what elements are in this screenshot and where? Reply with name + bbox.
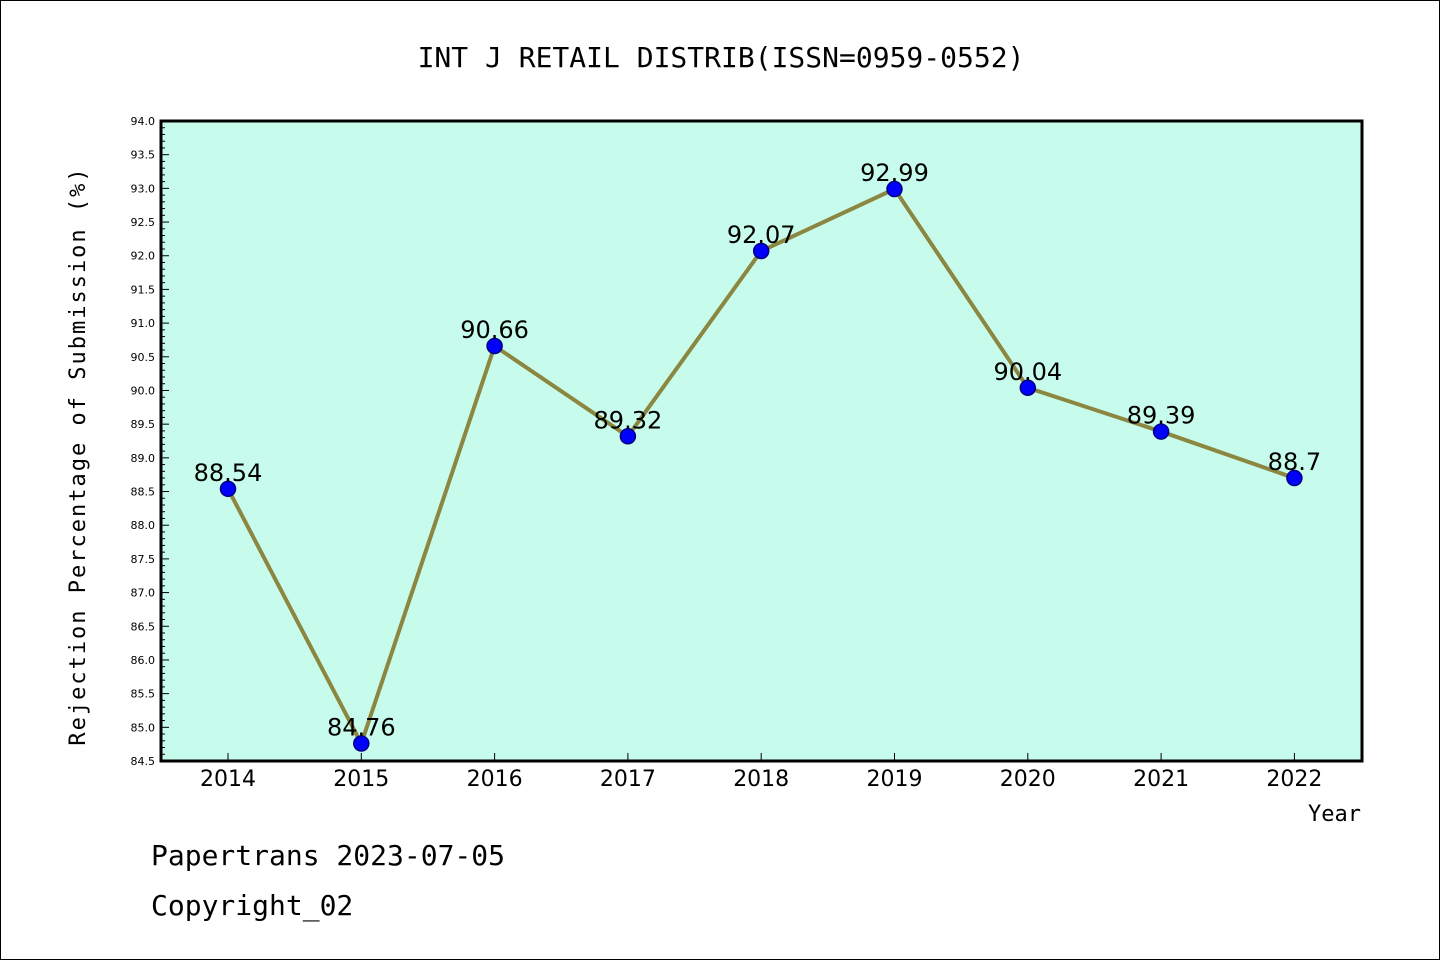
data-point	[353, 735, 370, 752]
x-tick-label: 2015	[333, 767, 389, 792]
x-tick-label: 2016	[467, 767, 523, 792]
y-tick-label: 86.0	[131, 654, 156, 667]
data-label: 89.39	[1127, 402, 1196, 430]
y-tick-label: 87.0	[131, 587, 156, 600]
x-tick-label: 2022	[1266, 767, 1322, 792]
plot-area	[159, 119, 1364, 763]
y-axis-label: Rejection Percentage of Submission (%)	[66, 166, 91, 745]
y-tick-label: 86.5	[131, 620, 156, 633]
data-point	[619, 428, 637, 445]
x-axis: 2014 2015 2016 2017 2018 2019 2020 2021 2022	[200, 753, 1322, 792]
x-tick-label: 2019	[867, 767, 923, 792]
data-label: 88.54	[194, 459, 263, 487]
y-tick-label: 91.5	[131, 283, 156, 296]
data-label: 92.07	[727, 221, 796, 249]
y-tick-label: 87.5	[131, 553, 156, 566]
data-label: 92.99	[860, 159, 929, 187]
y-tick-label: 88.5	[131, 486, 156, 499]
data-label: 88.7	[1268, 448, 1321, 476]
data-label: 90.66	[460, 316, 529, 344]
y-tick-label: 85.5	[131, 688, 156, 701]
footer-papertrans: Papertrans 2023-07-05	[151, 839, 505, 872]
y-tick-label: 90.0	[131, 384, 156, 397]
y-tick-label: 93.5	[131, 149, 156, 162]
data-point	[886, 180, 903, 198]
x-tick-label: 2017	[600, 767, 656, 792]
x-tick-label: 2021	[1133, 767, 1189, 792]
y-tick-label: 88.0	[131, 519, 156, 532]
y-tick-label: 93.0	[131, 182, 156, 195]
y-tick-label: 89.5	[131, 418, 156, 431]
data-label: 89.32	[594, 406, 663, 434]
y-tick-label: 84.5	[131, 755, 156, 768]
data-point	[1152, 423, 1170, 440]
y-tick-label: 92.5	[131, 216, 156, 229]
data-point	[219, 480, 237, 498]
data-label: 84.76	[327, 713, 396, 741]
y-tick-label: 85.0	[131, 721, 156, 734]
y-tick-label: 94.0	[131, 115, 156, 128]
x-tick-label: 2020	[1000, 767, 1056, 792]
footer-copyright: Copyright_02	[151, 889, 353, 923]
data-point	[486, 337, 503, 355]
x-axis-label: Year	[1308, 802, 1361, 827]
data-labels: 88.54 84.76 90.66 89.32 92.07 92.99 90.04 89.39…	[194, 159, 1321, 741]
chart-title: INT J RETAIL DISTRIB(ISSN=0959-0552)	[418, 41, 1025, 74]
x-tick-label: 2014	[200, 767, 256, 792]
data-point	[1286, 469, 1303, 487]
x-tick-label: 2018	[733, 767, 789, 792]
y-tick-label: 89.0	[131, 452, 156, 465]
y-tick-label: 91.0	[131, 317, 156, 330]
data-point	[1019, 379, 1037, 397]
y-tick-label: 90.5	[131, 351, 156, 364]
y-axis: 84.5 85.0 85.5 86.0 86.5 87.0 87.5 88.0 88.5 89.0…	[131, 115, 169, 768]
y-tick-label: 92.0	[131, 250, 156, 263]
data-points	[219, 180, 1303, 752]
data-label: 90.04	[993, 358, 1062, 386]
data-point	[752, 242, 770, 260]
